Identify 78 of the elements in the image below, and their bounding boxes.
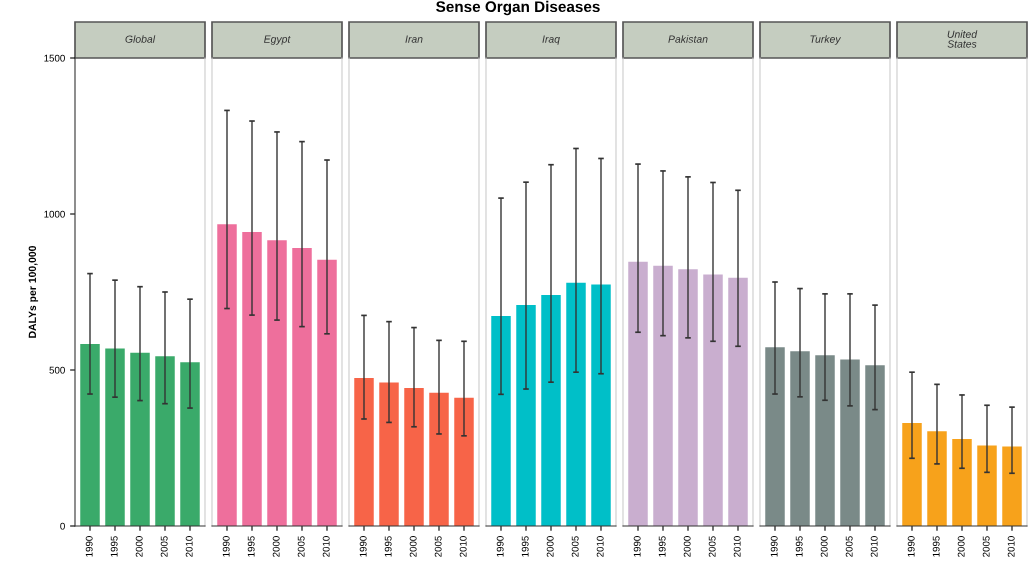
chart-title: Iraq bbox=[542, 35, 560, 45]
x-tick-label: 1995 bbox=[247, 536, 255, 557]
bar bbox=[765, 347, 785, 526]
x-tick-label: 1995 bbox=[384, 536, 392, 557]
bar bbox=[242, 232, 262, 526]
y-tick-label: 500 bbox=[49, 366, 65, 374]
bar bbox=[790, 351, 810, 526]
chart-title: Egypt bbox=[264, 35, 291, 45]
bar bbox=[105, 348, 125, 526]
bar bbox=[80, 344, 100, 526]
chart-title: Global bbox=[125, 35, 156, 43]
x-tick-label: 2010 bbox=[870, 536, 878, 557]
bar bbox=[728, 277, 748, 526]
bar bbox=[130, 352, 150, 526]
y-axis-title: DALYs per 100,000 bbox=[28, 246, 39, 338]
x-tick-label: 1990 bbox=[222, 536, 230, 557]
x-tick-label: 2005 bbox=[982, 536, 990, 557]
bar bbox=[1002, 446, 1022, 526]
bar bbox=[902, 423, 922, 526]
x-tick-label: 1995 bbox=[110, 536, 118, 557]
bar bbox=[217, 224, 237, 526]
x-tick-label: 2000 bbox=[409, 536, 417, 557]
y-tick-label: 1000 bbox=[44, 210, 65, 218]
x-tick-label: 1995 bbox=[521, 536, 529, 557]
x-tick-label: 2005 bbox=[160, 536, 168, 557]
x-tick-label: 1990 bbox=[496, 536, 504, 557]
text: Sense Organ Diseases bbox=[436, 0, 600, 16]
x-tick-label: 1990 bbox=[770, 536, 778, 557]
x-tick-label: 2000 bbox=[820, 536, 828, 557]
bar bbox=[404, 388, 424, 526]
x-tick-label: 2000 bbox=[546, 536, 554, 557]
x-tick-label: 1990 bbox=[85, 536, 93, 557]
y-tick-label: 1500 bbox=[44, 54, 65, 62]
bar bbox=[977, 445, 997, 526]
x-tick-label: 2000 bbox=[135, 536, 143, 557]
x-tick-label: 2010 bbox=[1007, 536, 1015, 557]
x-tick-label: 1990 bbox=[359, 536, 367, 557]
x-tick-label: 2010 bbox=[322, 536, 330, 557]
bar bbox=[317, 259, 337, 526]
bar bbox=[429, 392, 449, 526]
bar bbox=[952, 438, 972, 526]
x-tick-label: 1995 bbox=[658, 536, 666, 557]
bar bbox=[180, 362, 200, 526]
bar bbox=[865, 365, 885, 526]
bar bbox=[155, 356, 175, 526]
x-tick-label: 2010 bbox=[459, 536, 467, 557]
chart-title: Pakistan bbox=[668, 35, 708, 43]
chart-title: Iran bbox=[405, 35, 423, 43]
bar bbox=[354, 378, 374, 526]
bar bbox=[815, 355, 835, 526]
x-tick-label: 2005 bbox=[434, 536, 442, 557]
chart-title: Turkey bbox=[810, 35, 842, 45]
bar bbox=[703, 274, 723, 526]
x-tick-label: 2005 bbox=[708, 536, 716, 557]
x-tick-label: 2000 bbox=[272, 536, 280, 557]
bar bbox=[454, 397, 474, 526]
bar bbox=[628, 261, 648, 526]
x-tick-label: 2005 bbox=[297, 536, 305, 557]
x-tick-label: 2005 bbox=[845, 536, 853, 557]
bar bbox=[653, 265, 673, 526]
x-tick-label: 1995 bbox=[932, 536, 940, 557]
bar bbox=[379, 382, 399, 526]
bar bbox=[292, 248, 312, 526]
x-tick-label: 1990 bbox=[907, 536, 915, 557]
x-tick-label: 2005 bbox=[571, 536, 579, 557]
bar bbox=[927, 431, 947, 526]
x-tick-label: 1995 bbox=[795, 536, 803, 557]
y-tick-label: 0 bbox=[60, 522, 65, 530]
bar bbox=[267, 240, 287, 526]
x-tick-label: 1990 bbox=[633, 536, 641, 557]
x-tick-label: 2000 bbox=[957, 536, 965, 557]
bar bbox=[678, 269, 698, 526]
x-tick-label: 2010 bbox=[596, 536, 604, 557]
x-tick-label: 2000 bbox=[683, 536, 691, 557]
bar bbox=[840, 359, 860, 526]
x-tick-label: 2010 bbox=[185, 536, 193, 557]
x-tick-label: 2010 bbox=[733, 536, 741, 557]
chart-title: United States bbox=[947, 30, 978, 48]
